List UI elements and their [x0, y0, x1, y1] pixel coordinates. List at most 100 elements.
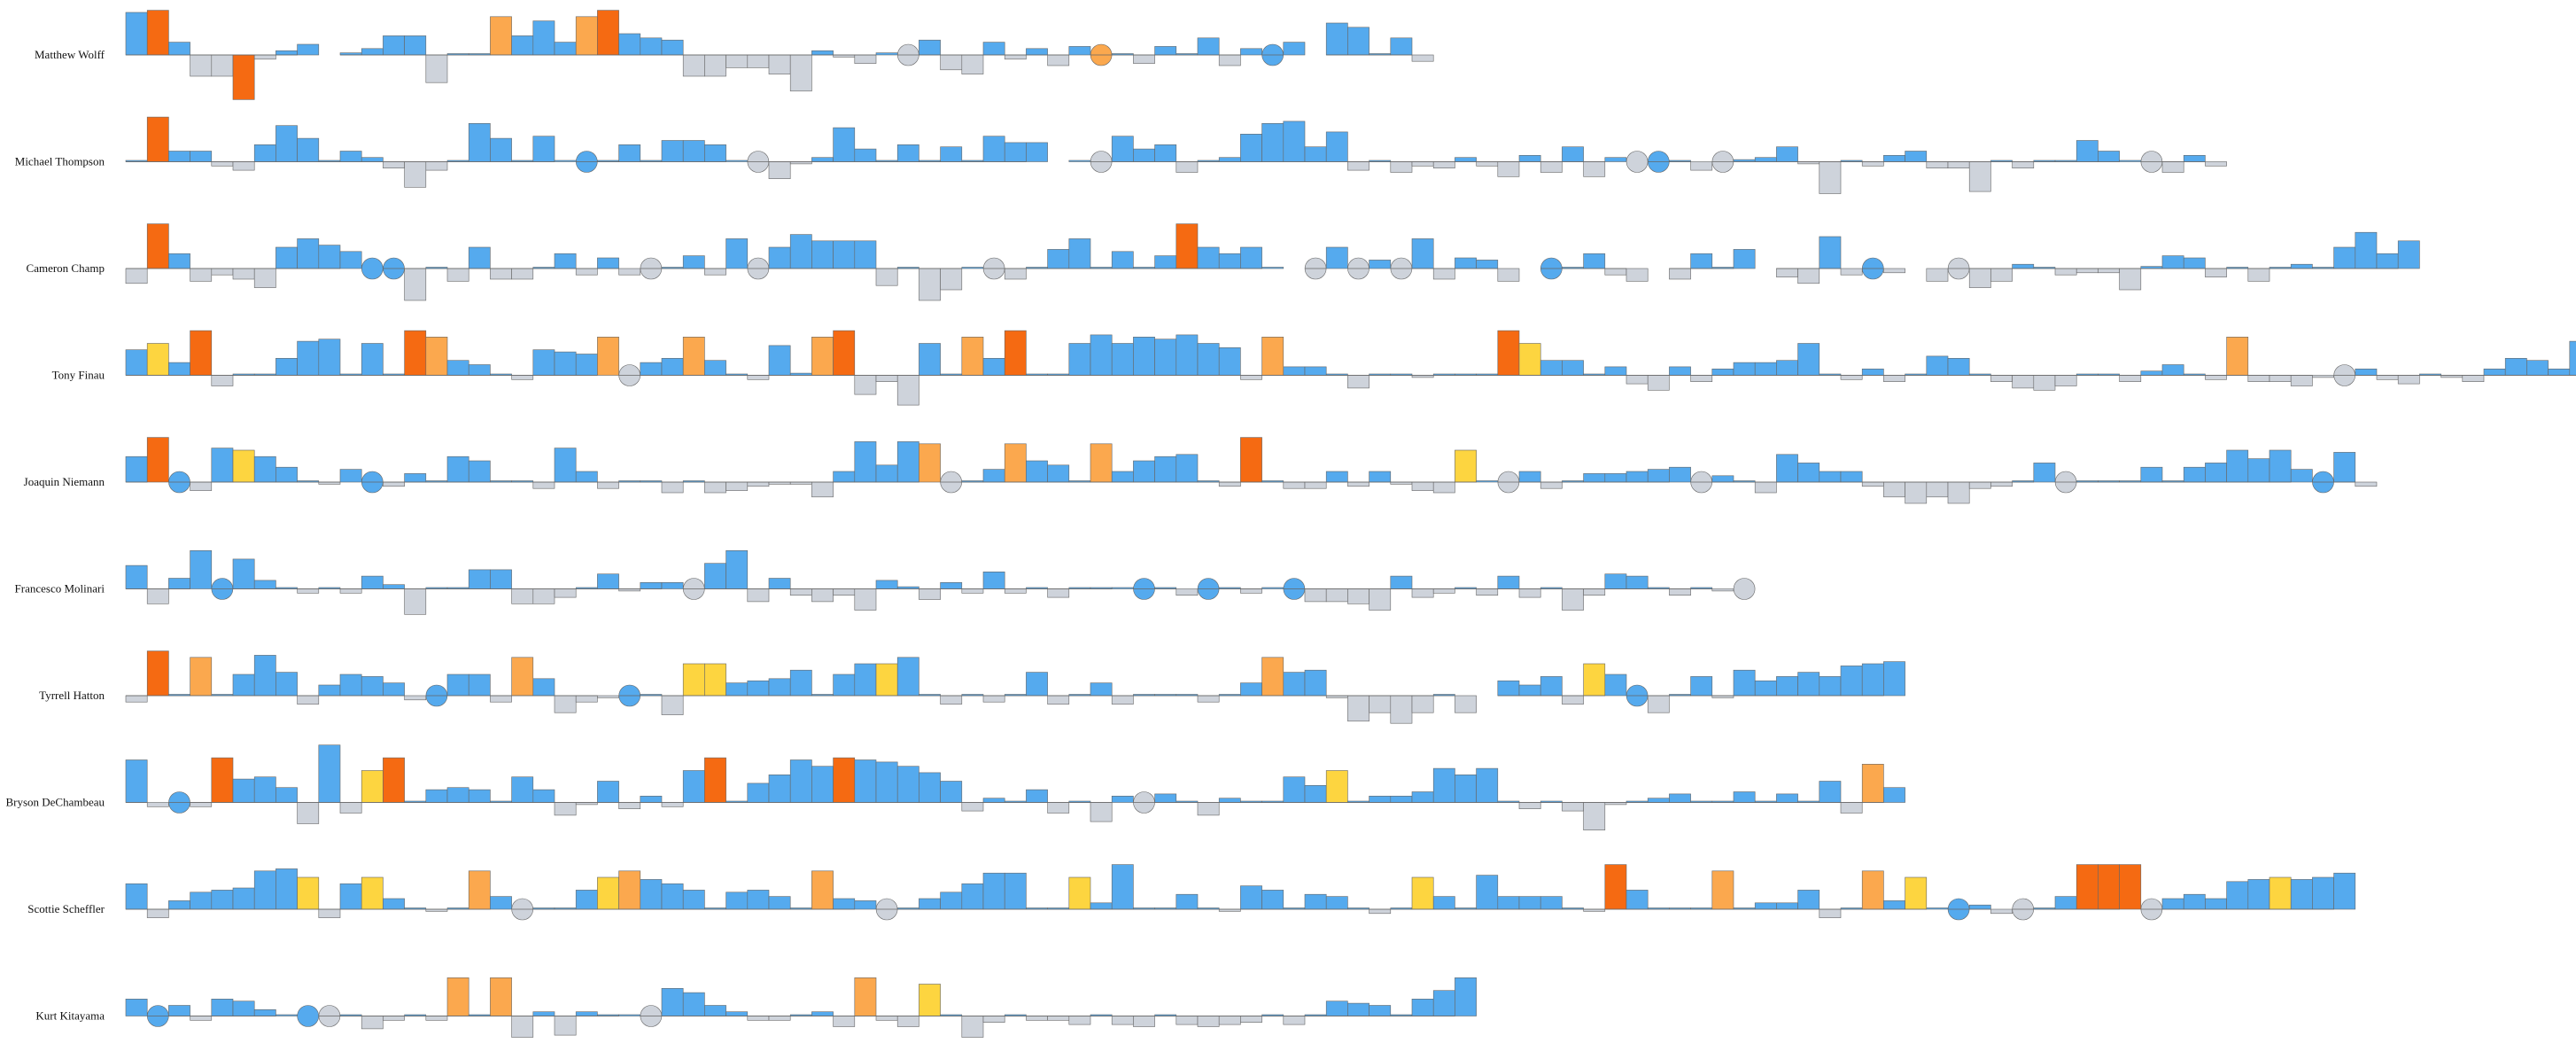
score-bar [640, 795, 663, 803]
score-bar [2355, 231, 2378, 269]
score-bar [532, 136, 555, 162]
score-bar [747, 783, 770, 803]
score-bar [2119, 375, 2142, 382]
score-bar [1540, 896, 1563, 910]
score-bar [1304, 893, 1327, 910]
score-bar [1325, 131, 1348, 162]
score-bar [682, 54, 705, 77]
score-bar [1175, 223, 1199, 269]
score-bar [1411, 481, 1434, 491]
score-bar [1261, 336, 1284, 376]
score-bar [1283, 776, 1306, 803]
score-bar [2119, 864, 2142, 910]
score-bar [1518, 471, 1541, 483]
score-bar [318, 339, 341, 376]
score-bar [768, 774, 791, 803]
score-bar [1647, 469, 1670, 483]
score-bar [618, 144, 641, 162]
score-bar [1047, 695, 1070, 705]
score-bar [1861, 663, 1884, 697]
score-bar [704, 1005, 726, 1016]
score-bar [1776, 902, 1798, 910]
score-bar [597, 336, 619, 376]
score-bar [725, 682, 749, 697]
score-bar [854, 759, 877, 803]
score-bar [2140, 466, 2163, 483]
score-bar [2076, 268, 2099, 274]
score-bar [1283, 366, 1306, 376]
score-bar [232, 54, 255, 100]
score-bar [982, 42, 1005, 56]
score-bar [982, 872, 1005, 910]
score-bar [640, 581, 663, 589]
score-bar [211, 757, 234, 803]
score-bar [1883, 661, 1905, 697]
score-bar [425, 336, 448, 376]
score-bar [1604, 864, 1627, 910]
score-bar [747, 680, 770, 697]
score-bar [2054, 375, 2077, 386]
score-bar [833, 898, 856, 910]
score-bar [575, 1011, 598, 1016]
score-bar [1968, 268, 1991, 288]
score-bar [1197, 802, 1220, 816]
score-bar [318, 245, 341, 269]
score-bar [446, 787, 469, 803]
round-marker [297, 1005, 320, 1027]
score-bar [1047, 54, 1070, 66]
score-bar [2526, 360, 2549, 376]
score-bar [961, 1016, 984, 1038]
score-bar [1047, 802, 1070, 814]
score-bar [618, 870, 641, 910]
score-bar [704, 54, 726, 77]
score-bar [833, 674, 856, 697]
score-bar [1218, 798, 1241, 803]
score-bar [2376, 253, 2399, 269]
score-bar [2205, 898, 2227, 910]
score-bar [1690, 676, 1713, 697]
score-bar [1905, 876, 1928, 910]
score-bar [2483, 368, 2506, 376]
score-bar [1947, 357, 1970, 376]
score-bar [618, 268, 641, 276]
score-bar [2183, 893, 2206, 910]
score-bar [2355, 481, 2378, 487]
score-bar [2290, 469, 2313, 483]
score-bar [1175, 1016, 1199, 1025]
score-bar [1583, 802, 1606, 831]
score-bar [811, 588, 834, 603]
score-bar [1990, 375, 2013, 382]
score-bar [640, 362, 663, 376]
score-bar [1325, 471, 1348, 483]
score-bar [339, 883, 362, 910]
score-bar [232, 558, 255, 589]
score-bar [1562, 802, 1584, 812]
score-bar [490, 137, 512, 162]
score-bar [940, 781, 963, 803]
score-bar [2269, 449, 2292, 483]
score-bar [1218, 54, 1241, 66]
score-bar [682, 663, 705, 697]
score-bar [297, 137, 320, 162]
score-bar [232, 449, 255, 483]
score-bar [1154, 793, 1177, 803]
score-bar [1754, 902, 1777, 910]
score-bar [1626, 890, 1649, 910]
score-bar [1990, 481, 2013, 487]
score-bar [1240, 1016, 1262, 1023]
score-bar [125, 883, 148, 910]
score-bar [1283, 121, 1306, 162]
score-bar [253, 54, 276, 60]
score-bar [532, 1011, 555, 1016]
score-bar [1240, 48, 1262, 56]
score-bar [1497, 680, 1520, 697]
score-bar [168, 900, 190, 910]
score-bar [1347, 588, 1369, 604]
score-bar [1347, 375, 1369, 389]
score-bar [425, 54, 448, 83]
score-bar [554, 351, 577, 376]
score-bar [704, 144, 726, 162]
score-bar [1711, 870, 1734, 910]
score-bar [1840, 802, 1863, 814]
score-bar [811, 157, 834, 162]
